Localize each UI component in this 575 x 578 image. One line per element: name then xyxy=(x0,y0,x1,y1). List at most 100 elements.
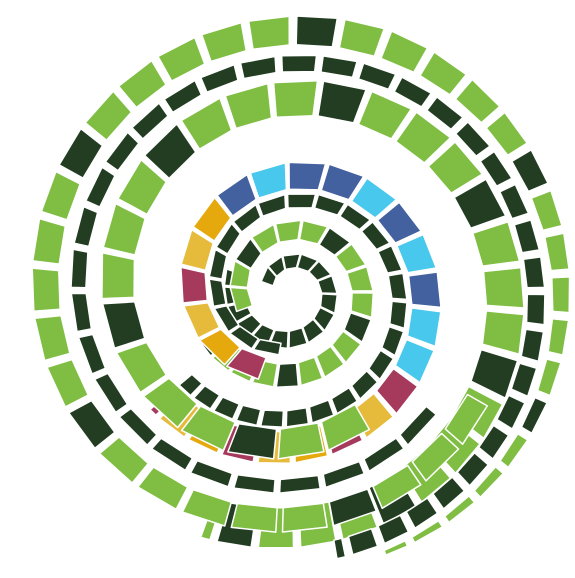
outer-tile xyxy=(101,301,146,349)
rim-tile xyxy=(328,488,378,527)
dark-tile xyxy=(235,404,262,427)
rim-tile xyxy=(454,78,501,124)
colour-tile xyxy=(350,177,398,219)
rim-dark-tile xyxy=(454,121,491,157)
rim-dark-tile xyxy=(479,150,513,187)
rim-dark-tile xyxy=(70,248,89,289)
rim-tile xyxy=(201,21,248,63)
inner-tile xyxy=(251,359,279,388)
rim-dark-tile xyxy=(278,474,321,494)
inner-tile xyxy=(275,362,300,388)
inner-tile xyxy=(250,223,279,254)
outer-tile xyxy=(180,405,236,452)
inner-tile xyxy=(315,345,345,379)
colour-tile xyxy=(226,347,267,380)
colour-tile xyxy=(288,161,327,191)
rim-tile xyxy=(338,18,385,57)
outer-tile xyxy=(470,348,519,399)
outer-tile xyxy=(224,82,273,130)
rim-dark-tile xyxy=(432,476,466,510)
rim-tile xyxy=(98,436,150,484)
rim-tile xyxy=(31,217,67,265)
colour-tile xyxy=(249,162,288,199)
dark-tile xyxy=(229,325,260,350)
rim-tile xyxy=(137,466,189,511)
inner-tile xyxy=(297,356,324,387)
rim-tile xyxy=(157,36,206,82)
outer-tile xyxy=(472,221,521,267)
rim-tile xyxy=(58,127,104,179)
inner-tile xyxy=(346,265,374,292)
core-tile xyxy=(288,327,308,350)
dark-tile xyxy=(377,244,403,274)
rim-tile xyxy=(419,51,468,96)
rim-dark-tile xyxy=(377,514,410,545)
colour-tile xyxy=(406,307,442,348)
rim-dark-tile xyxy=(73,205,99,248)
core-tile xyxy=(319,293,339,315)
core-tile xyxy=(302,318,325,344)
rim-dark-tile xyxy=(357,62,397,91)
rim-tile xyxy=(551,276,571,314)
rim-tile xyxy=(411,432,460,482)
rim-dark-tile xyxy=(322,460,366,489)
rim-tile xyxy=(443,495,476,524)
rim-dark-tile xyxy=(499,183,530,220)
rim-tile xyxy=(473,466,505,499)
rim-tile xyxy=(84,90,133,141)
dark-tile xyxy=(367,349,395,381)
inner-tile xyxy=(298,219,329,245)
core-tile xyxy=(313,306,336,332)
dark-tile xyxy=(208,278,227,308)
rim-tile xyxy=(536,358,562,397)
dark-tile xyxy=(178,373,203,397)
inner-tile xyxy=(350,292,375,319)
dark-tile xyxy=(313,193,346,216)
dark-tile xyxy=(192,384,221,410)
rim-dark-tile xyxy=(525,293,546,326)
rim-dark-tile xyxy=(477,424,510,460)
inner-tile xyxy=(229,286,254,313)
dark-tile xyxy=(350,370,379,400)
rim-dark-tile xyxy=(522,256,546,289)
rim-dark-tile xyxy=(233,474,276,494)
dark-tile xyxy=(257,193,287,217)
rim-tile xyxy=(46,358,90,408)
rim-dark-tile xyxy=(333,537,347,560)
rim-tile xyxy=(530,189,563,232)
inner-tile xyxy=(229,260,252,289)
dark-tile xyxy=(389,300,408,330)
outer-tile xyxy=(482,266,525,309)
rim-tile xyxy=(499,433,529,469)
rim-tile xyxy=(230,502,278,533)
rim-tile xyxy=(547,317,570,356)
core-tile xyxy=(260,266,278,287)
core-tile xyxy=(308,260,332,282)
rim-tile xyxy=(68,399,116,450)
dark-tile xyxy=(252,338,282,356)
rim-dark-tile xyxy=(363,437,405,473)
dark-tile xyxy=(387,272,408,301)
dark-tile xyxy=(259,409,285,428)
dark-tile xyxy=(232,203,262,233)
rim-dark-tile xyxy=(131,102,169,140)
colour-tile xyxy=(216,173,257,217)
rim-tile xyxy=(181,488,233,527)
rim-dark-tile xyxy=(513,219,541,254)
outer-tile xyxy=(180,97,233,150)
rim-tile xyxy=(485,111,528,157)
dark-tile xyxy=(213,305,240,333)
rim-tile xyxy=(33,314,71,362)
rim-dark-tile xyxy=(280,54,318,73)
rim-dark-tile xyxy=(70,292,93,333)
rim-dark-tile xyxy=(150,437,194,472)
dark-tile xyxy=(286,193,317,209)
outer-tile xyxy=(395,111,452,164)
dark-tile xyxy=(285,407,310,428)
dark-tile xyxy=(215,222,242,255)
outer-tile xyxy=(143,123,197,180)
rim-dark-tile xyxy=(347,527,379,556)
outer-tile xyxy=(427,141,484,194)
rim-tile xyxy=(511,149,549,193)
